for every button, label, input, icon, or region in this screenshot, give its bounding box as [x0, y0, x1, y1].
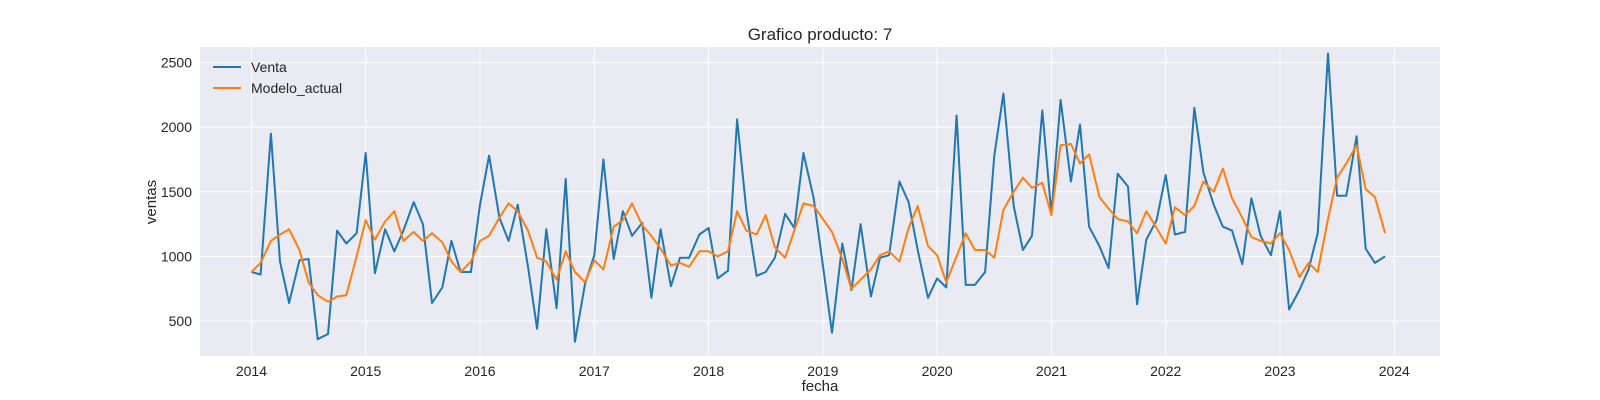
y-tick-label: 2000 — [161, 119, 192, 135]
series-lines — [250, 52, 1387, 343]
legend-label-modelo-actual: Modelo_actual — [251, 80, 342, 96]
y-tick-label: 1500 — [161, 184, 192, 200]
series-line-venta — [251, 52, 1386, 343]
y-tick-labels: 500 1000 1500 2000 2500 — [161, 55, 192, 330]
x-tick-label: 2019 — [807, 363, 838, 379]
legend: Venta Modelo_actual — [213, 59, 342, 96]
x-axis-label: fecha — [802, 378, 839, 395]
legend-label-venta: Venta — [251, 59, 287, 75]
x-tick-label: 2024 — [1379, 363, 1410, 379]
x-tick-labels: 2014 2015 2016 2017 2018 2019 2020 2021 2022 2023… — [236, 363, 1410, 379]
y-axis-label: ventas — [143, 180, 160, 224]
x-tick-label: 2021 — [1036, 363, 1067, 379]
x-tick-label: 2018 — [693, 363, 724, 379]
chart-title: Grafico producto: 7 — [748, 25, 893, 44]
x-tick-label: 2014 — [236, 363, 267, 379]
x-tick-label: 2015 — [350, 363, 381, 379]
y-tick-label: 2500 — [161, 55, 192, 71]
x-tick-label: 2016 — [464, 363, 495, 379]
plot-area — [200, 47, 1440, 356]
grid-lines — [200, 47, 1440, 356]
series-line-modelo-actual — [250, 143, 1387, 303]
x-tick-label: 2017 — [579, 363, 610, 379]
y-tick-label: 500 — [169, 313, 193, 329]
x-tick-label: 2020 — [922, 363, 953, 379]
x-tick-label: 2023 — [1264, 363, 1295, 379]
y-tick-label: 1000 — [161, 248, 192, 264]
x-tick-label: 2022 — [1150, 363, 1181, 379]
